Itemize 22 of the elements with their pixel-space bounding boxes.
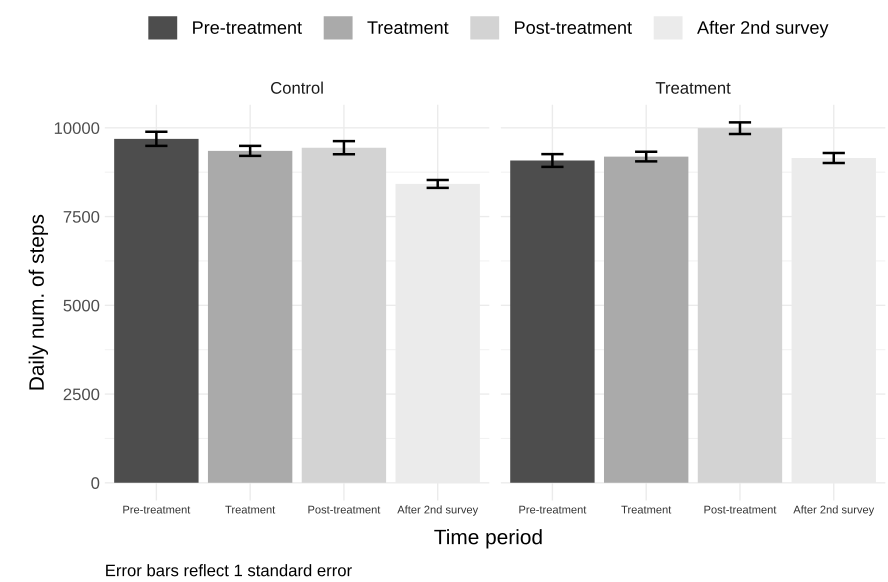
y-tick-label: 5000 [64, 300, 100, 312]
legend-label: Pre-treatment [193, 21, 302, 34]
x-tick-label: After 2nd survey [397, 505, 478, 516]
x-tick-label: After 2nd survey [793, 505, 874, 516]
x-tick-label: Pre-treatment [519, 506, 586, 514]
x-axis-title: Time period [434, 529, 542, 548]
legend-label: After 2nd survey [697, 20, 828, 38]
y-tick-label: 0 [91, 477, 100, 489]
y-tick-label: 10000 [54, 122, 100, 134]
text: Error bars reflect 1 standard error [106, 564, 352, 576]
y-tick-label: 7500 [64, 210, 100, 223]
x-tick-label: Post-treatment [704, 506, 776, 514]
legend-label: Post-treatment [515, 21, 632, 34]
x-tick-label: Treatment [225, 506, 276, 514]
y-axis-title: Daily num. of steps [28, 214, 48, 390]
x-tick-label: Pre-treatment [123, 506, 190, 514]
y-tick-label: 2500 [64, 388, 100, 400]
legend-label: Treatment [367, 21, 448, 34]
chart-title: Control [271, 82, 323, 94]
x-tick-label: Post-treatment [308, 506, 380, 514]
chart-title: Treatment [656, 82, 731, 94]
x-tick-label: Treatment [621, 506, 672, 514]
